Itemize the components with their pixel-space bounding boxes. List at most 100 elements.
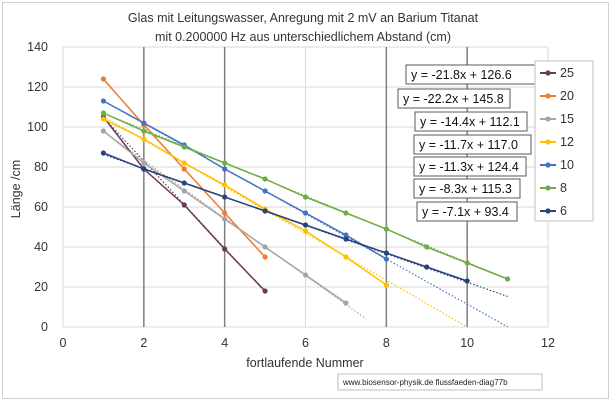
legend-marker-12 <box>545 139 551 145</box>
point-12 <box>343 254 349 260</box>
x-tick-label: 8 <box>383 336 390 350</box>
y-tick-label: 20 <box>34 280 48 294</box>
legend-box <box>534 60 594 222</box>
point-8 <box>464 260 470 266</box>
point-15 <box>262 244 268 250</box>
point-15 <box>181 188 187 194</box>
legend: 25 20 15 12 10 8 6 <box>534 60 594 222</box>
x-tick-label: 4 <box>221 336 228 350</box>
trendline-equations: y = -21.8x + 126.6 y = -22.2x + 145.8 y = … <box>397 64 549 222</box>
source-box <box>337 373 543 391</box>
legend-marker-20 <box>545 93 551 99</box>
trendline-equation: y = -21.8x + 126.6 <box>411 68 512 82</box>
equation-box <box>414 111 528 132</box>
point-20 <box>262 254 268 260</box>
point-25 <box>181 202 187 208</box>
trendline-equation: y = -11.7x + 117.0 <box>419 138 518 152</box>
point-6 <box>141 166 147 172</box>
point-8 <box>504 276 511 282</box>
legend-label-20: 20 <box>560 89 574 103</box>
legend-label-6: 6 <box>560 204 567 218</box>
y-tick-label: 80 <box>34 160 48 174</box>
x-tick-label: 12 <box>541 336 555 350</box>
point-15 <box>141 160 147 166</box>
legend-label-15: 15 <box>560 112 574 126</box>
equation-box <box>397 88 511 109</box>
point-8 <box>222 160 228 166</box>
point-8 <box>141 128 147 134</box>
equation-box <box>413 156 527 177</box>
point-6 <box>302 222 309 228</box>
trendline-equation: y = -8.3x + 115.3 <box>419 182 512 196</box>
trendline-equation: y = -14.4x + 112.1 <box>420 115 520 129</box>
point-20 <box>100 76 107 82</box>
point-12 <box>383 282 389 288</box>
point-10 <box>383 256 389 262</box>
point-10 <box>343 232 349 238</box>
point-6 <box>383 250 389 256</box>
point-12 <box>141 136 147 142</box>
equation-box <box>413 134 532 155</box>
point-10 <box>262 188 268 194</box>
point-25 <box>222 246 228 252</box>
point-8 <box>302 194 309 200</box>
point-15 <box>302 272 309 278</box>
point-6 <box>262 208 268 214</box>
point-6 <box>100 150 107 156</box>
point-12 <box>302 228 309 234</box>
point-6 <box>181 180 187 186</box>
point-12 <box>222 182 228 188</box>
series-line-12 <box>103 118 387 286</box>
point-8 <box>424 244 430 250</box>
point-6 <box>343 236 349 242</box>
legend-marker-10 <box>545 162 551 168</box>
point-8 <box>343 210 349 216</box>
y-tick-label: 100 <box>27 120 48 134</box>
point-10 <box>100 98 107 104</box>
data-series <box>100 76 511 306</box>
legend-label-25: 25 <box>560 66 574 80</box>
legend-marker-8 <box>545 185 551 191</box>
x-axis-label: fortlaufende Nummer <box>246 356 363 370</box>
legend-marker-25 <box>545 70 551 76</box>
chart-svg: Glas mit Leitungswasser, Anregung mit 2 … <box>9 11 594 391</box>
legend-label-10: 10 <box>560 158 574 172</box>
x-tick-label: 2 <box>140 336 147 350</box>
point-15 <box>100 128 107 134</box>
chart-frame: Glas mit Leitungswasser, Anregung mit 2 … <box>2 2 609 399</box>
legend-marker-15 <box>545 116 551 122</box>
point-20 <box>222 210 228 216</box>
chart-title-line2: mit 0.200000 Hz aus unterschiedlichem Ab… <box>155 30 451 44</box>
y-tick-label: 40 <box>34 240 48 254</box>
trendline-25 <box>102 116 266 293</box>
equation-box <box>413 178 521 199</box>
point-6 <box>464 278 470 284</box>
trendline-equation: y = -11.3x + 124.4 <box>419 160 519 174</box>
point-25 <box>262 288 268 294</box>
point-6 <box>424 264 430 270</box>
trendline-equation: y = -7.1x + 93.4 <box>422 205 509 219</box>
point-10 <box>222 166 228 172</box>
series-line-6 <box>103 152 468 282</box>
point-12 <box>181 160 187 166</box>
point-8 <box>262 176 268 182</box>
legend-marker-6 <box>545 208 551 214</box>
point-20 <box>181 166 187 172</box>
legend-label-8: 8 <box>560 181 567 195</box>
point-8 <box>100 110 107 116</box>
equation-box <box>416 201 518 222</box>
x-tick-label: 6 <box>302 336 309 350</box>
point-15 <box>222 216 228 222</box>
y-tick-label: 120 <box>27 80 48 94</box>
trendline-equation: y = -22.2x + 145.8 <box>403 92 504 106</box>
legend-label-12: 12 <box>560 135 574 149</box>
point-8 <box>181 144 187 150</box>
point-10 <box>141 120 147 126</box>
chart-title-line1: Glas mit Leitungswasser, Anregung mit 2 … <box>128 11 479 25</box>
x-tick-label: 10 <box>460 336 474 350</box>
y-axis-label: Länge /cm <box>9 160 23 218</box>
x-tick-label: 0 <box>60 336 67 350</box>
tick-labels: 0 20 40 60 80 100 120 140 0 2 4 6 8 10 12 <box>27 40 555 350</box>
point-6 <box>222 194 228 200</box>
series-line-10 <box>103 100 387 260</box>
